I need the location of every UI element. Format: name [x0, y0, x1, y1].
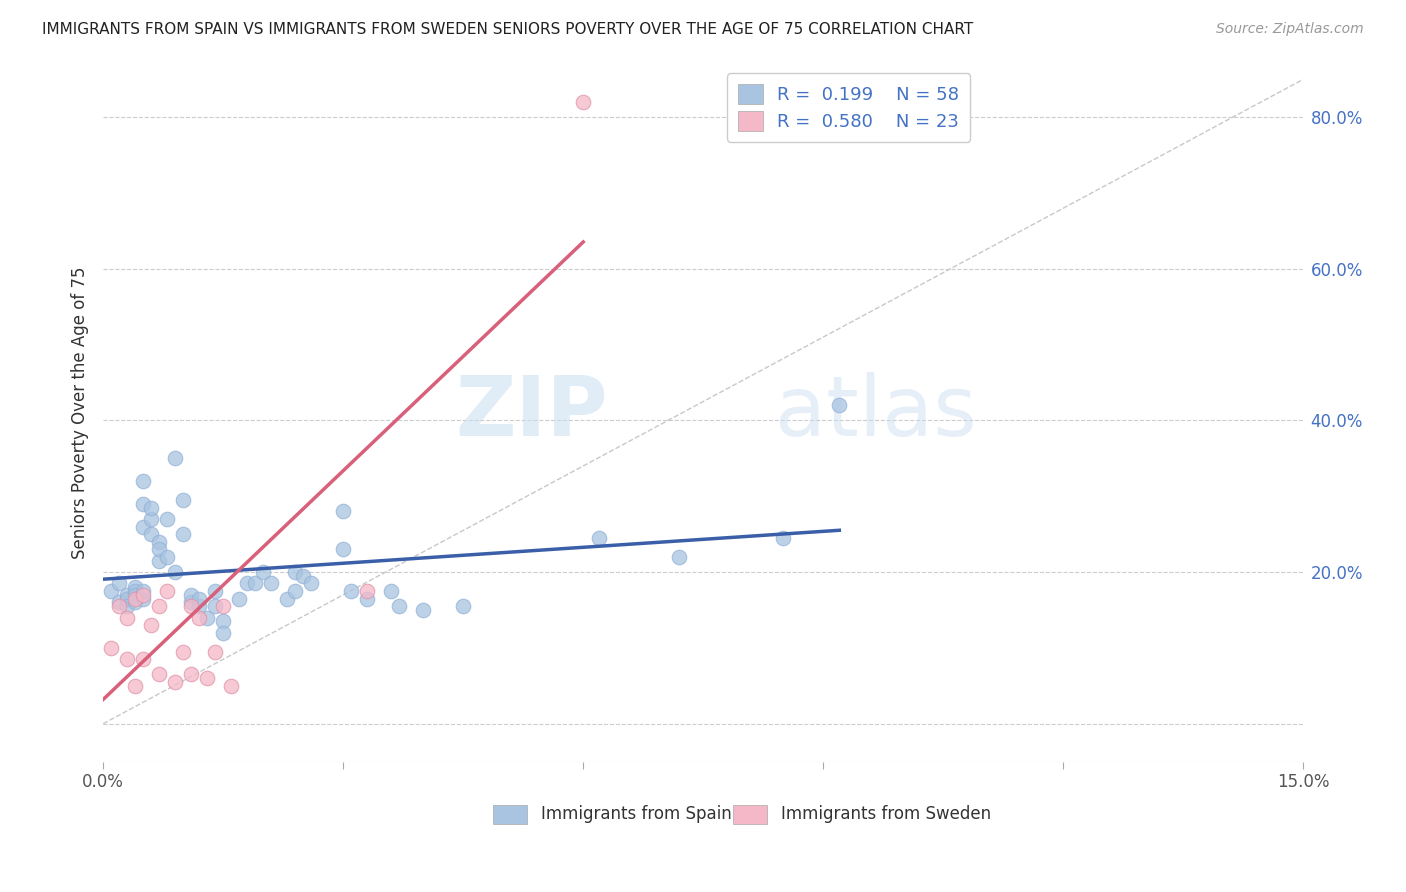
Point [148, 534, 170, 549]
Point [236, 576, 259, 591]
Point [148, 542, 170, 557]
Point [156, 584, 179, 599]
Point [139, 618, 162, 632]
Point [388, 599, 411, 614]
Point [172, 493, 194, 508]
Point [124, 588, 146, 602]
Point [284, 584, 307, 599]
Point [588, 531, 610, 545]
Point [212, 599, 235, 614]
Point [340, 584, 363, 599]
Point [188, 591, 211, 606]
Point [132, 497, 155, 511]
FancyBboxPatch shape [494, 805, 527, 824]
Point [148, 599, 170, 614]
Point [139, 527, 162, 541]
Point [292, 569, 315, 583]
Text: Immigrants from Spain: Immigrants from Spain [541, 805, 733, 823]
Point [180, 667, 202, 681]
Point [156, 512, 179, 526]
Text: Immigrants from Sweden: Immigrants from Sweden [782, 805, 991, 823]
Point [132, 519, 155, 533]
Point [195, 610, 218, 624]
Point [124, 595, 146, 609]
Point [195, 671, 218, 685]
Point [132, 652, 155, 666]
Point [124, 591, 146, 606]
Point [212, 615, 235, 629]
Point [228, 591, 250, 606]
Point [276, 591, 298, 606]
Text: IMMIGRANTS FROM SPAIN VS IMMIGRANTS FROM SWEDEN SENIORS POVERTY OVER THE AGE OF : IMMIGRANTS FROM SPAIN VS IMMIGRANTS FROM… [42, 22, 973, 37]
Point [165, 675, 187, 690]
Point [412, 603, 434, 617]
Text: ZIP: ZIP [454, 372, 607, 453]
Legend: R =  0.199    N = 58, R =  0.580    N = 23: R = 0.199 N = 58, R = 0.580 N = 23 [727, 73, 970, 142]
Text: Source: ZipAtlas.com: Source: ZipAtlas.com [1216, 22, 1364, 37]
Point [165, 565, 187, 579]
Point [204, 599, 226, 614]
Point [108, 599, 131, 614]
Point [180, 595, 202, 609]
Point [132, 584, 155, 599]
Point [124, 584, 146, 599]
Point [100, 640, 122, 655]
Point [100, 584, 122, 599]
Point [204, 645, 226, 659]
FancyBboxPatch shape [734, 805, 766, 824]
Point [124, 679, 146, 693]
Point [332, 504, 354, 518]
Point [115, 588, 138, 602]
Point [772, 531, 794, 545]
Point [188, 610, 211, 624]
Point [284, 565, 307, 579]
Point [299, 576, 322, 591]
Y-axis label: Seniors Poverty Over the Age of 75: Seniors Poverty Over the Age of 75 [72, 267, 89, 559]
Point [132, 591, 155, 606]
Point [115, 610, 138, 624]
Point [115, 599, 138, 614]
Point [132, 588, 155, 602]
Point [219, 679, 242, 693]
Point [252, 565, 274, 579]
Point [260, 576, 283, 591]
Point [148, 667, 170, 681]
Point [356, 584, 378, 599]
Point [132, 474, 155, 488]
Point [139, 512, 162, 526]
Point [108, 576, 131, 591]
Point [332, 542, 354, 557]
Point [172, 527, 194, 541]
Point [172, 645, 194, 659]
Point [124, 580, 146, 594]
Point [668, 549, 690, 564]
Point [115, 591, 138, 606]
Point [380, 584, 402, 599]
Text: atlas: atlas [775, 372, 977, 453]
Point [451, 599, 474, 614]
Point [356, 591, 378, 606]
Point [180, 588, 202, 602]
Point [212, 625, 235, 640]
Point [115, 652, 138, 666]
Point [180, 599, 202, 614]
Point [156, 549, 179, 564]
Point [243, 576, 266, 591]
Point [165, 451, 187, 466]
Point [204, 584, 226, 599]
Point [139, 500, 162, 515]
Point [828, 398, 851, 412]
Point [188, 599, 211, 614]
Point [572, 95, 595, 109]
Point [108, 595, 131, 609]
Point [148, 554, 170, 568]
